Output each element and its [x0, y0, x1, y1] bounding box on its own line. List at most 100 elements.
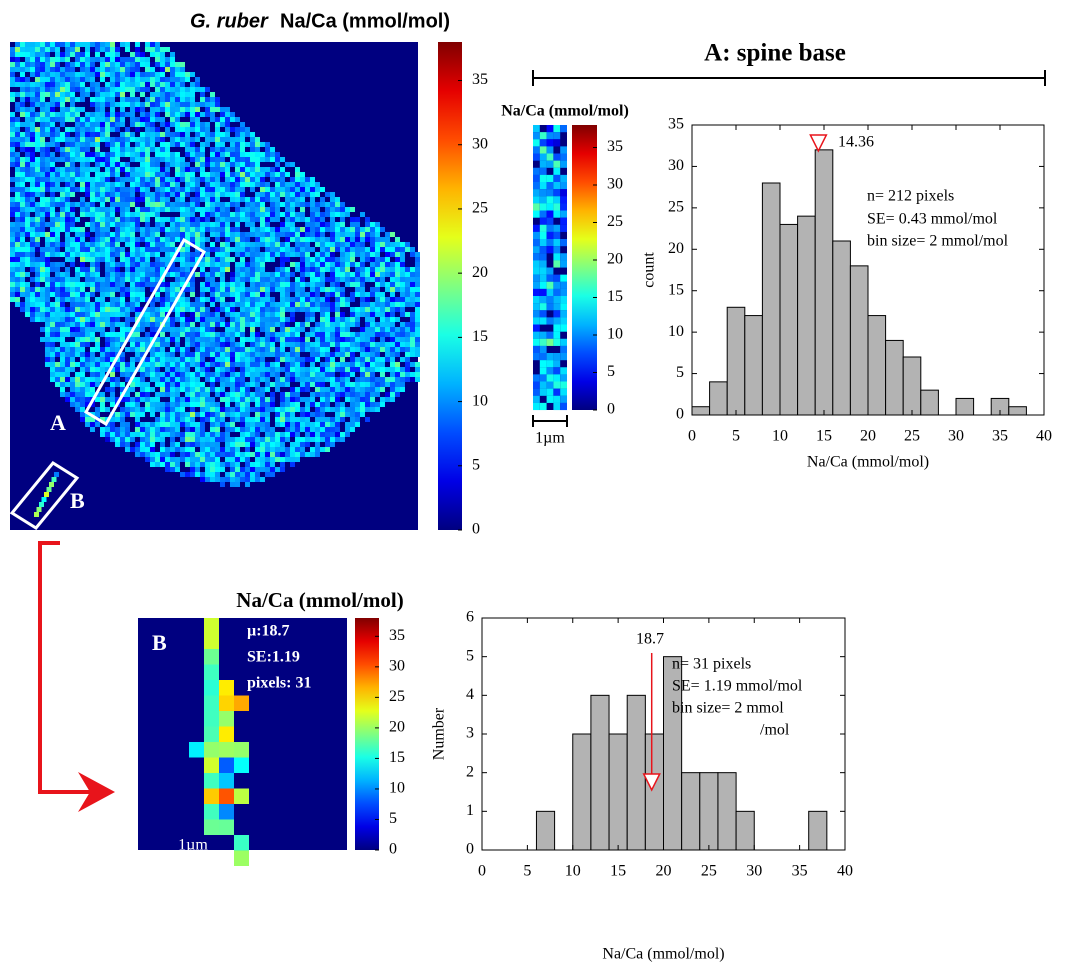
pixel: [130, 177, 135, 182]
pixel: [55, 332, 60, 337]
pixel: [245, 392, 250, 397]
pixel: [160, 442, 165, 447]
pixel: [110, 77, 115, 82]
pixel: [335, 282, 340, 287]
pixel: [280, 352, 285, 357]
pixel: [105, 82, 110, 87]
pixel: [95, 232, 100, 237]
pixel: [250, 172, 255, 177]
pixel: [210, 107, 215, 112]
pixel: [245, 157, 250, 162]
pixel: [120, 117, 125, 122]
pixel: [210, 442, 215, 447]
pixel: [105, 212, 110, 217]
pixel: [230, 302, 235, 307]
pixel: [335, 222, 340, 227]
pixel: [285, 367, 290, 372]
pixel: [315, 182, 320, 187]
pixel: [10, 212, 15, 217]
pixel: [275, 197, 280, 202]
pixel: [45, 162, 50, 167]
pixel: [240, 387, 245, 392]
pixel: [135, 77, 140, 82]
pixel: [540, 218, 547, 225]
pixel: [160, 302, 165, 307]
pixel: [55, 262, 60, 267]
pixel: [20, 222, 25, 227]
pixel: [320, 402, 325, 407]
pixel: [30, 167, 35, 172]
pixel: [340, 212, 345, 217]
pixel: [150, 312, 155, 317]
pixel: [215, 407, 220, 412]
pixel: [285, 427, 290, 432]
pixel: [210, 412, 215, 417]
pixel: [90, 72, 95, 77]
pixel: [145, 232, 150, 237]
pixel: [130, 402, 135, 407]
stat: SE:1.19: [247, 649, 300, 666]
pixel: [230, 297, 235, 302]
pixel: [205, 127, 210, 132]
pixel: [100, 247, 105, 252]
pixel: [70, 297, 75, 302]
panel-label: B: [152, 630, 167, 655]
pixel: [255, 177, 260, 182]
pixel: [315, 222, 320, 227]
pixel: [370, 332, 375, 337]
pixel: [275, 192, 280, 197]
pixel: [95, 42, 100, 47]
pixel: [275, 312, 280, 317]
pixel: [415, 297, 420, 302]
pixel: [50, 352, 55, 357]
pixel: [310, 192, 315, 197]
pixel: [245, 152, 250, 157]
pixel: [15, 52, 20, 57]
scale-label: 1µm: [535, 430, 565, 447]
pixel: [390, 297, 395, 302]
pixel: [155, 352, 160, 357]
pixel: [85, 42, 90, 47]
pixel: [110, 142, 115, 147]
pixel: [400, 322, 405, 327]
pixel: [165, 362, 170, 367]
pixel: [130, 77, 135, 82]
pixel: [200, 287, 205, 292]
pixel: [110, 317, 115, 322]
pixel: [95, 267, 100, 272]
pixel: [175, 402, 180, 407]
pixel: [215, 377, 220, 382]
pixel: [205, 467, 210, 472]
pixel: [180, 457, 185, 462]
pixel: [160, 247, 165, 252]
pixel: [115, 412, 120, 417]
pixel: [245, 217, 250, 222]
pixel: [30, 72, 35, 77]
pixel: [250, 417, 255, 422]
pixel: [365, 227, 370, 232]
pixel: [50, 357, 55, 362]
pixel: [10, 142, 15, 147]
pixel: [70, 352, 75, 357]
pixel: [305, 177, 310, 182]
pixel: [95, 47, 100, 52]
pixel: [240, 342, 245, 347]
pixel: [35, 257, 40, 262]
pixel: [80, 67, 85, 72]
pixel: [220, 112, 225, 117]
pixel: [330, 232, 335, 237]
pixel: [553, 139, 560, 146]
pixel: [60, 327, 65, 332]
pixel: [210, 97, 215, 102]
pixel: [65, 352, 70, 357]
pixel: [170, 102, 175, 107]
pixel: [395, 272, 400, 277]
pixel: [75, 302, 80, 307]
pixel: [255, 417, 260, 422]
pixel: [340, 292, 345, 297]
pixel: [80, 132, 85, 137]
pixel: [150, 157, 155, 162]
pixel: [105, 162, 110, 167]
pixel: [285, 222, 290, 227]
pixel: [95, 67, 100, 72]
